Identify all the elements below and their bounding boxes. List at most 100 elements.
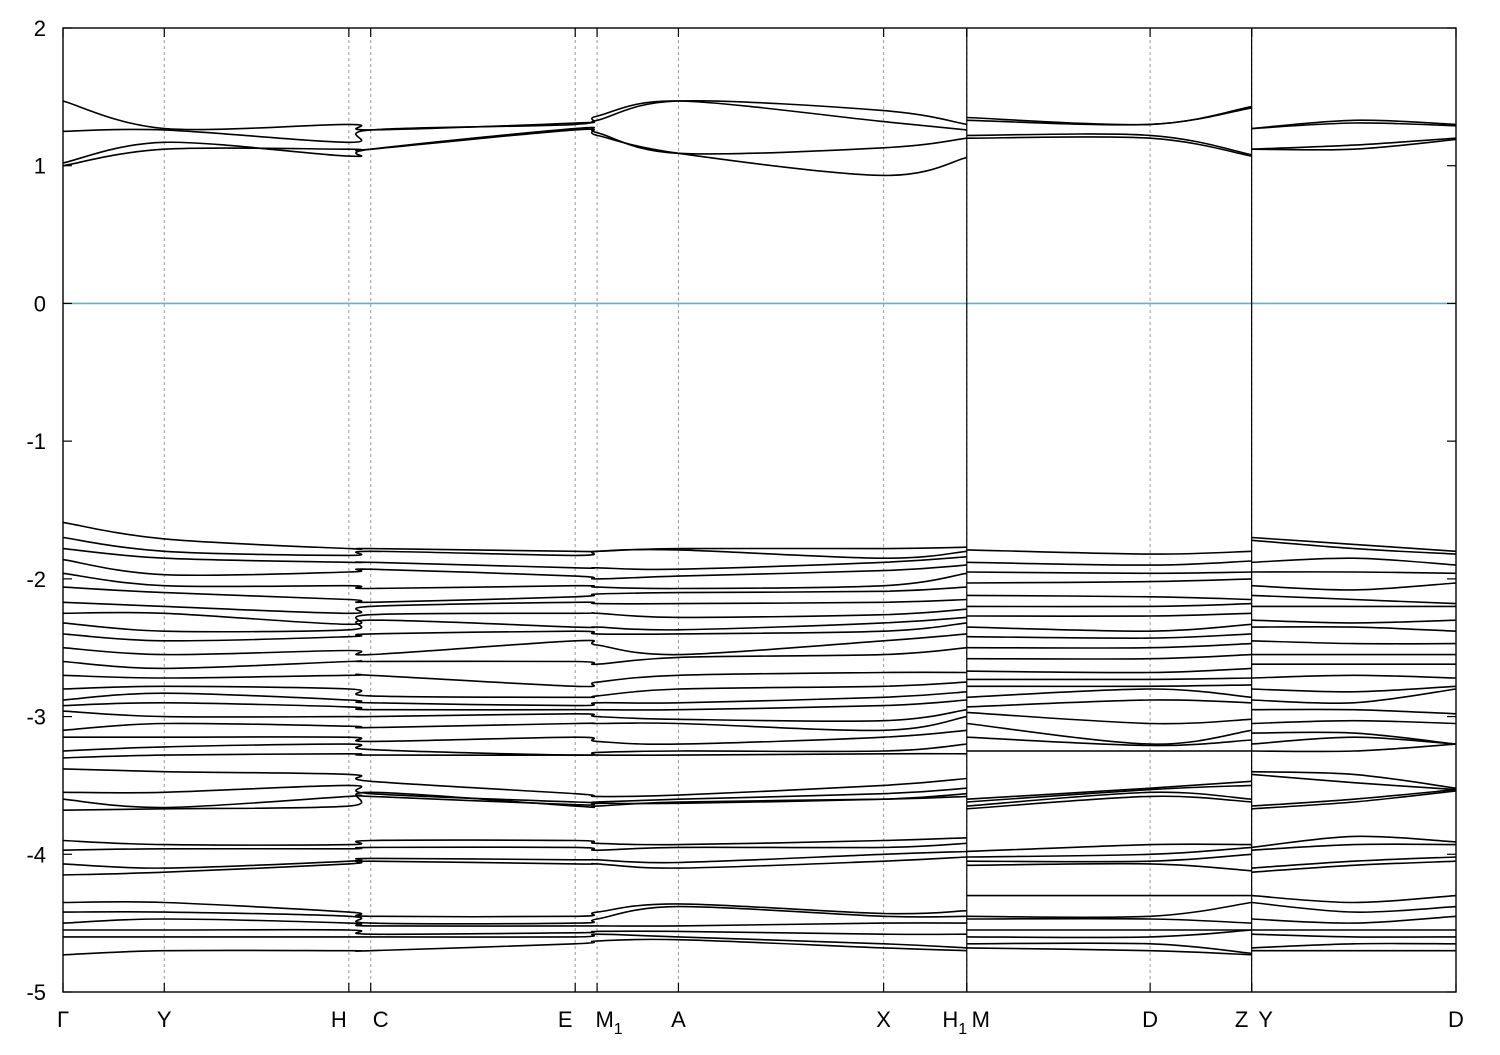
kpoint-label-main: X xyxy=(876,1007,891,1032)
band-line xyxy=(966,795,1252,810)
band-line xyxy=(62,938,967,956)
band-line xyxy=(1251,942,1457,949)
band-line xyxy=(1251,773,1457,791)
band-line xyxy=(966,571,1252,575)
kpoint-label: H1 xyxy=(942,1007,967,1038)
band-line xyxy=(1251,674,1457,679)
band-line xyxy=(966,917,1252,924)
kpoint-label-main: D xyxy=(1142,1007,1158,1032)
band-line xyxy=(62,608,967,626)
y-axis-ticks: 2 1 0 -1 -2 -3 -4 -5 xyxy=(26,16,1456,1005)
kpoint-label: D xyxy=(1142,1007,1158,1032)
band-line xyxy=(1251,557,1457,566)
plot-frame-group xyxy=(62,27,1457,993)
band-line xyxy=(62,99,967,131)
band-line xyxy=(966,105,1252,126)
band-line xyxy=(62,842,967,852)
band-line xyxy=(62,633,967,656)
band-line xyxy=(62,752,967,759)
band-line xyxy=(966,623,1252,633)
band-line xyxy=(966,633,1252,639)
kpoint-label: H xyxy=(331,1007,347,1032)
kpoint-label: C xyxy=(373,1007,389,1032)
x-axis-ticks: Γ Y H C E M1 A X H1 M D Z Y D xyxy=(57,28,1464,1038)
band-line xyxy=(966,667,1252,674)
band-line xyxy=(966,929,1252,939)
y-tick-label: 1 xyxy=(34,154,46,179)
band-line xyxy=(1251,835,1457,849)
band-line xyxy=(966,846,1252,858)
band-line xyxy=(1251,688,1457,705)
band-line xyxy=(62,547,967,571)
kpoint-label-main: E xyxy=(558,1007,573,1032)
band-line xyxy=(1251,790,1457,810)
band-line xyxy=(966,711,1252,725)
band-line xyxy=(62,784,967,804)
kpoint-label-main: A xyxy=(671,1007,686,1032)
kpoint-label-main: H xyxy=(331,1007,347,1032)
band-line xyxy=(966,947,1252,956)
band-line xyxy=(62,837,967,846)
band-line xyxy=(1251,788,1457,807)
band-line xyxy=(966,901,1252,919)
band-line xyxy=(966,653,1252,660)
band-line xyxy=(63,928,967,936)
kpoint-label: M1 xyxy=(595,1007,622,1038)
band-line xyxy=(966,642,1252,649)
band-line xyxy=(1251,119,1457,130)
band-line xyxy=(966,784,1252,803)
kpoint-label: Y xyxy=(1258,1007,1273,1032)
band-line xyxy=(966,853,1252,863)
y-tick-label: -2 xyxy=(26,567,46,592)
band-line xyxy=(62,768,967,798)
band-line xyxy=(1251,719,1457,725)
band-line xyxy=(62,856,967,876)
band-line xyxy=(62,729,967,746)
band-line xyxy=(1251,736,1457,745)
kpoint-label-main: Γ xyxy=(57,1007,69,1032)
band-line xyxy=(62,536,967,560)
kpoint-label: Z xyxy=(1235,1007,1248,1032)
kpoint-label-main: Z xyxy=(1235,1007,1248,1032)
band-line xyxy=(62,126,967,164)
band-line xyxy=(1251,856,1457,869)
kpoint-label: Γ xyxy=(57,1007,69,1032)
band-line xyxy=(966,549,1252,555)
band-line xyxy=(1251,933,1457,938)
band-line xyxy=(1251,137,1457,150)
band-line xyxy=(62,558,967,580)
band-line xyxy=(62,521,967,553)
band-line xyxy=(966,594,1252,601)
kpoint-label-main: H xyxy=(942,1007,958,1032)
kpoint-label-main: M xyxy=(595,1007,613,1032)
band-line xyxy=(62,586,967,604)
band-line xyxy=(1251,536,1457,553)
band-line xyxy=(1251,640,1457,645)
band-line xyxy=(62,128,967,177)
kpoint-label-main: M xyxy=(972,1007,990,1032)
band-line xyxy=(62,918,967,927)
band-line xyxy=(62,671,967,688)
band-line xyxy=(1251,901,1457,913)
kpoint-label-main: D xyxy=(1448,1007,1464,1032)
y-tick-label: 2 xyxy=(34,16,46,41)
band-line xyxy=(966,942,1252,955)
kpoint-label: M xyxy=(972,1007,990,1032)
band-line xyxy=(966,688,1252,699)
band-line xyxy=(966,136,1252,157)
band-line xyxy=(1251,138,1457,151)
band-line xyxy=(966,560,1252,566)
band-line xyxy=(1251,770,1457,789)
band-line xyxy=(966,780,1252,800)
band-line xyxy=(62,900,967,918)
band-line xyxy=(1251,915,1457,924)
band-line xyxy=(62,791,967,811)
band-line xyxy=(966,677,1252,681)
kpoint-label-subscript: 1 xyxy=(958,1021,967,1038)
band-line xyxy=(1251,594,1457,605)
band-line xyxy=(966,736,1252,747)
band-line xyxy=(1251,571,1457,575)
kpoint-label: A xyxy=(671,1007,686,1032)
